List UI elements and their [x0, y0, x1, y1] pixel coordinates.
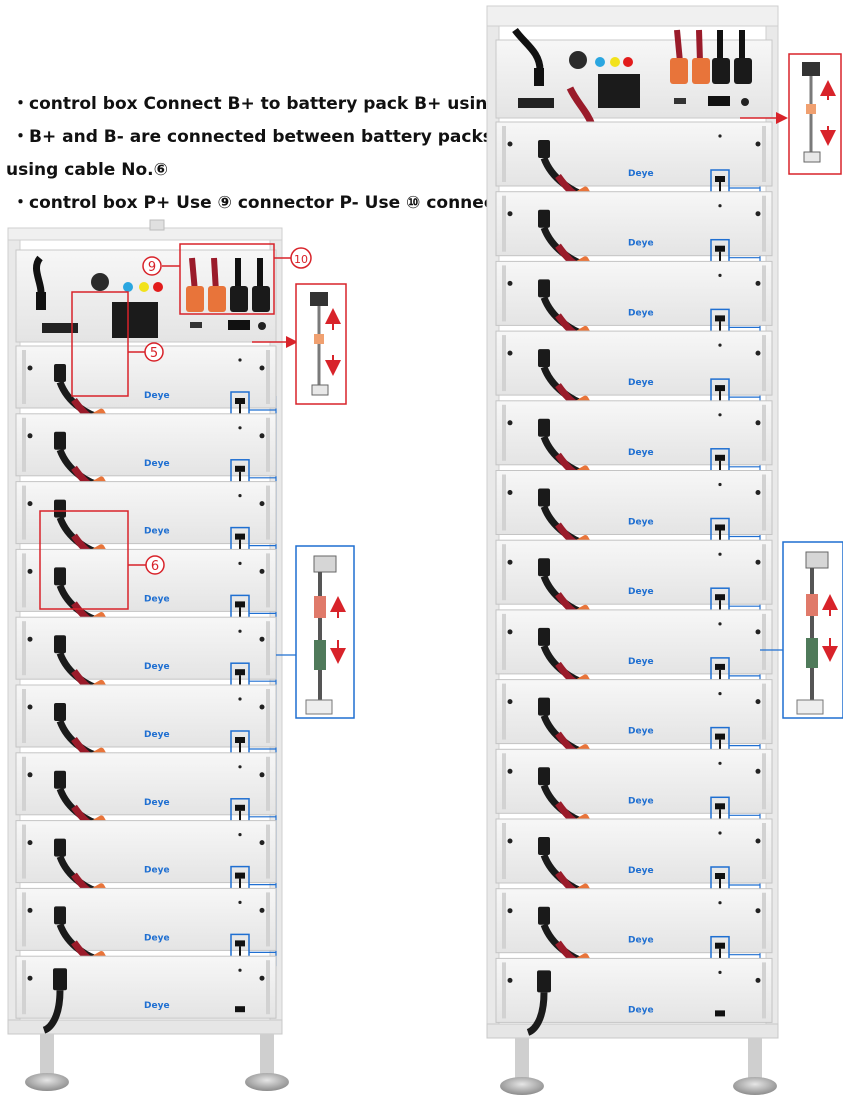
brand-logo: Deye	[144, 933, 170, 943]
brand-logo: Deye	[144, 730, 170, 740]
left-rack-feet	[25, 1034, 289, 1091]
callout-10-marker	[290, 247, 312, 269]
brand-logo: Deye	[144, 1001, 170, 1011]
left-battery-rack: Deye Deye Deye Deye Deye Deye Deye Deye Deye Deye	[7, 219, 289, 1091]
brand-logo: Deye	[144, 459, 170, 469]
right-battery-module: Deye	[495, 818, 773, 912]
installation-notes: ・control box Connect B+ to battery pack …	[6, 88, 523, 220]
right-battery-module: Deye	[495, 748, 773, 843]
note-cable-number: using cable No.⑥	[6, 160, 168, 180]
left-battery-module: Deye	[15, 820, 277, 912]
brand-logo: Deye	[144, 391, 170, 401]
brand-logo: Deye	[628, 308, 654, 318]
right-battery-module: Deye	[495, 400, 773, 494]
brand-logo: Deye	[628, 796, 654, 806]
right-battery-module: Deye	[495, 539, 773, 634]
brand-logo: Deye	[628, 448, 654, 458]
right-battery-rack: Deye Deye Deye Deye Deye Deye Deye Deye Deye Deye…	[486, 5, 779, 1095]
left-battery-module: Deye	[15, 548, 277, 641]
right-battery-module: Deye	[495, 609, 773, 703]
brand-logo: Deye	[628, 239, 654, 249]
callout-6-marker	[145, 555, 165, 575]
brand-logo: Deye	[628, 169, 654, 179]
brand-logo: Deye	[144, 798, 170, 808]
left-callouts: 9 10 5 6	[39, 243, 355, 719]
brand-logo: Deye	[628, 587, 654, 597]
brand-logo: Deye	[628, 518, 654, 528]
brand-logo: Deye	[628, 378, 654, 388]
right-battery-module: Deye	[495, 679, 773, 773]
brand-logo: Deye	[144, 662, 170, 672]
right-battery-module: Deye	[495, 191, 773, 285]
brand-logo: Deye	[144, 594, 170, 604]
note-b-plus-b-minus: ・B+ and B- are connected between battery…	[12, 127, 493, 147]
brand-logo: Deye	[628, 727, 654, 737]
led-red-icon	[153, 282, 163, 292]
brand-logo: Deye	[144, 866, 170, 876]
callout-6: 6	[151, 559, 159, 574]
callout-5-marker	[144, 342, 164, 362]
brand-logo: Deye	[628, 936, 654, 946]
brand-logo: Deye	[628, 1005, 654, 1015]
led-blue-icon	[123, 282, 133, 292]
callout-9: 9	[148, 260, 156, 275]
brand-logo: Deye	[628, 657, 654, 667]
right-control-box	[495, 27, 773, 165]
right-rack-feet	[500, 1038, 777, 1095]
note-p-connectors: ・control box P+ Use ⑨ connector P- Use ⑩…	[12, 193, 523, 213]
right-callouts	[740, 53, 843, 719]
link-cable-inset	[295, 545, 355, 719]
led-yellow-icon	[139, 282, 149, 292]
left-battery-module: Deye	[15, 955, 277, 1034]
callout-10: 10	[294, 253, 308, 266]
callout-9-marker	[142, 256, 162, 276]
brand-logo: Deye	[144, 527, 170, 537]
note-control-box-b-plus: ・control box Connect B+ to battery pack …	[12, 94, 520, 114]
right-battery-module: Deye	[495, 957, 773, 1036]
left-battery-module: Deye	[15, 481, 277, 573]
callout-5: 5	[150, 346, 158, 361]
brand-logo: Deye	[628, 866, 654, 876]
